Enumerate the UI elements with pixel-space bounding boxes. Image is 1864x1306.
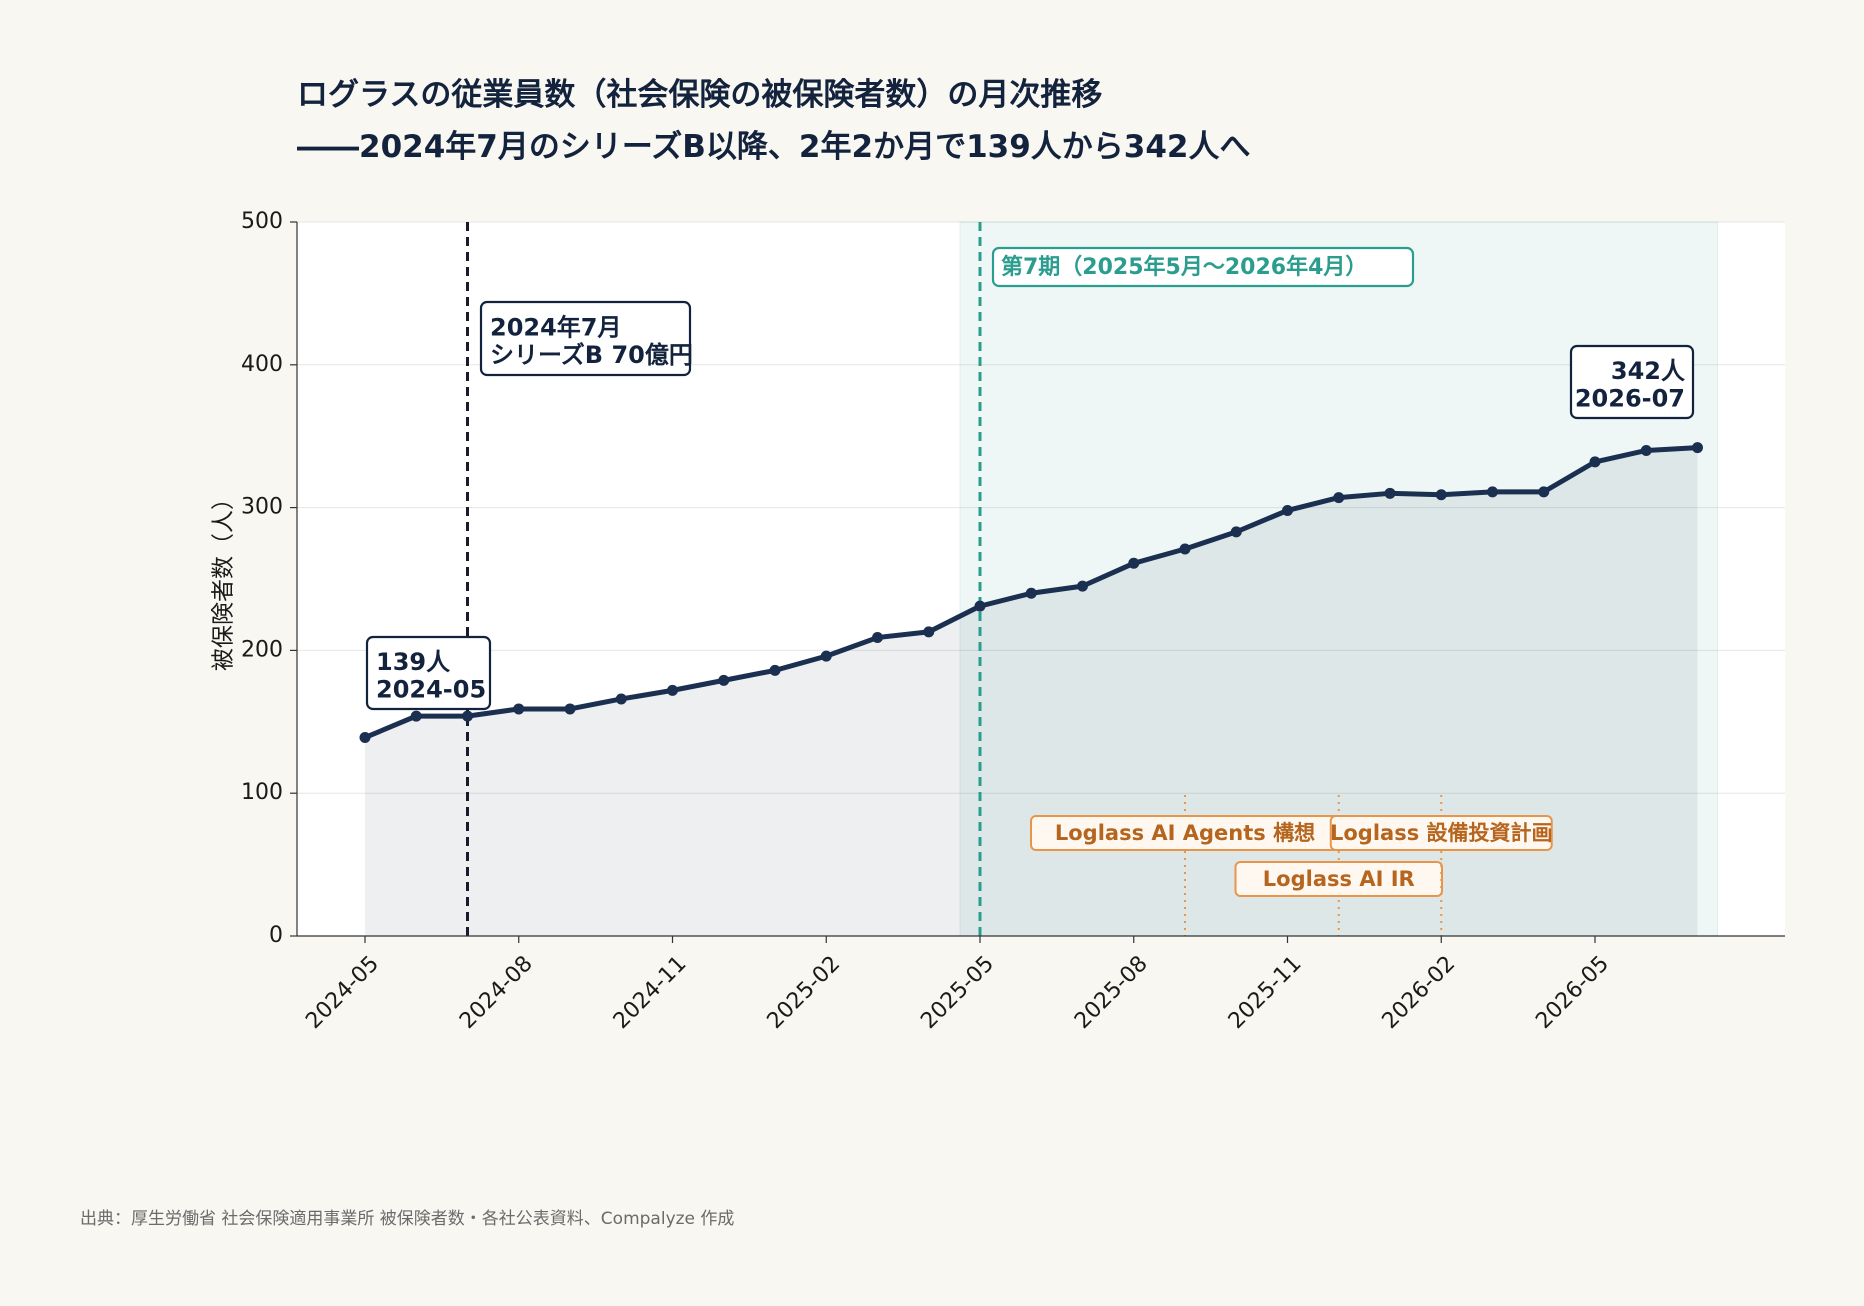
data-point: [564, 703, 576, 715]
series-area: [365, 447, 1698, 936]
data-point: [1435, 489, 1447, 501]
source-note: 出典：厚生労働省 社会保険適用事業所 被保険者数・各社公表資料、Compalyz…: [80, 1209, 735, 1229]
data-point: [718, 674, 730, 686]
data-point: [1077, 580, 1088, 592]
data-point: [1025, 587, 1037, 599]
y-tick-label: 300: [241, 495, 283, 520]
x-tick-label: 2026-02: [1378, 951, 1461, 1034]
period-label-box: [991, 246, 1415, 288]
y-tick-label: 100: [241, 780, 283, 805]
chart-title: ログラスの従業員数（社会保険の被保険者数）の月次推移: [297, 77, 1103, 113]
series-b-label-line2: シリーズB 70億円: [490, 341, 693, 369]
x-tick-label: 2026-05: [1531, 951, 1614, 1034]
y-tick-label: 400: [241, 352, 283, 377]
series-line: [359, 442, 1703, 744]
y-axis-label: 被保険者数（人）: [211, 487, 237, 671]
event-label: Loglass AI IR: [1263, 867, 1415, 891]
end-point-label-box: [1569, 344, 1695, 420]
data-point: [513, 703, 525, 715]
data-point: [1128, 557, 1140, 569]
data-point: [1282, 504, 1293, 516]
data-point: [820, 650, 832, 662]
end-point-label-line1: 342人: [1611, 357, 1685, 385]
event-label: Loglass AI Agents 構想: [1055, 821, 1315, 845]
x-tick-label: 2025-05: [916, 951, 999, 1034]
x-tick-label: 2024-08: [455, 951, 538, 1034]
data-point: [615, 693, 627, 705]
data-point: [923, 626, 935, 638]
x-tick-label: 2025-02: [763, 951, 846, 1034]
x-tick-label: 2025-08: [1070, 951, 1153, 1034]
start-point-label-line1: 139人: [376, 648, 450, 676]
area-fill: [365, 447, 1698, 936]
data-point: [1589, 456, 1601, 468]
end-point-label-line2: 2026-07: [1575, 384, 1685, 412]
data-point: [974, 600, 986, 612]
event-label: Loglass 設備投資計画: [1330, 821, 1553, 845]
data-point: [1487, 486, 1498, 498]
start-point-label-box: [365, 635, 492, 711]
series-b-label-box: [479, 300, 692, 377]
period-label: 第7期（2025年5月〜2026年4月）: [1001, 254, 1367, 280]
data-point: [1692, 442, 1703, 454]
data-point: [1384, 487, 1396, 499]
y-tick-label: 0: [269, 923, 283, 948]
data-point: [1640, 444, 1652, 456]
y-tick-label: 500: [241, 209, 283, 234]
series-b-label-line1: 2024年7月: [490, 313, 622, 341]
data-point: [1333, 492, 1345, 504]
event-label-box: [1329, 815, 1553, 851]
y-tick-label: 200: [241, 637, 283, 662]
data-point: [769, 664, 781, 676]
data-point: [462, 710, 473, 722]
data-point: [1230, 526, 1242, 538]
data-point: [1179, 543, 1191, 555]
x-tick-label: 2025-11: [1224, 951, 1307, 1034]
x-tick-label: 2024-11: [609, 951, 692, 1034]
data-point: [1538, 486, 1550, 498]
x-tick-label: 2024-05: [301, 951, 384, 1034]
start-point-label-line2: 2024-05: [376, 675, 486, 703]
chart-subtitle: ――2024年7月のシリーズB以降、2年2か月で139人から342人へ: [297, 129, 1251, 165]
data-point: [410, 710, 422, 722]
data-point: [872, 632, 883, 644]
event-markers: Loglass AI Agents 構想 Loglass AI IR Loglass…: [1030, 795, 1553, 936]
data-point: [667, 684, 678, 696]
data-point: [359, 732, 371, 744]
